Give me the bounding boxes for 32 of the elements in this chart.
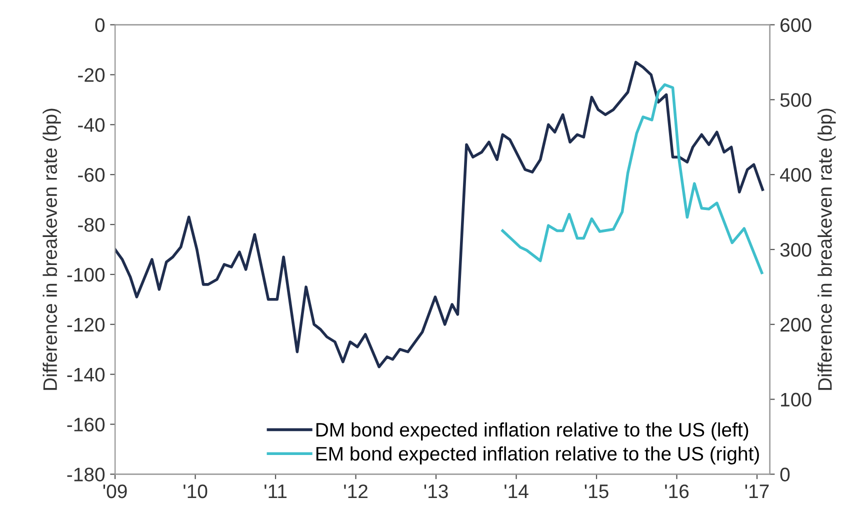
y2-tick-label: 300	[780, 242, 812, 257]
line-series	[501, 83, 764, 274]
x-tick-label: '16	[665, 484, 689, 498]
y2-tick-label: 200	[780, 318, 812, 332]
x-tick-label: '17	[745, 484, 769, 498]
x-tick-label: '15	[584, 484, 608, 498]
y2-tick-label: 0	[780, 468, 790, 482]
y-tick-label: -80	[78, 218, 105, 232]
x-tick-label: '11	[264, 484, 287, 498]
legend-label: DM bond expected inflation relative to the US (left)	[316, 422, 748, 441]
y2-tick-label: 600	[780, 18, 812, 32]
x-tick-label: '10	[184, 484, 208, 498]
y-tick-label: -140	[67, 368, 105, 382]
y-tick-label: -180	[67, 468, 105, 482]
x-tick-label: '12	[344, 484, 368, 498]
legend-label: EM bond expected inflation relative to the US (right)	[316, 446, 759, 464]
x-tick-label: '09	[103, 484, 127, 498]
x-tick-label: '14	[504, 484, 528, 498]
y2-tick-label: 100	[781, 392, 812, 407]
y-tick-label: -60	[78, 168, 105, 182]
y-tick-label: -20	[78, 68, 105, 82]
y-tick-label: 0	[95, 18, 105, 32]
y2-axis-title: Difference in breakeven rate (bp)	[818, 108, 836, 390]
line-series	[115, 60, 764, 368]
y2-tick-label: 400	[780, 168, 812, 182]
y-tick-label: -40	[78, 118, 105, 132]
y2-tick-label: 500	[780, 93, 812, 107]
y-tick-label: -120	[67, 318, 105, 332]
y-tick-label: -160	[67, 418, 105, 432]
x-tick-label: '13	[424, 484, 448, 498]
y-axis-title: Difference in breakeven rate (bp)	[42, 108, 61, 390]
y-tick-label: -100	[67, 268, 105, 282]
